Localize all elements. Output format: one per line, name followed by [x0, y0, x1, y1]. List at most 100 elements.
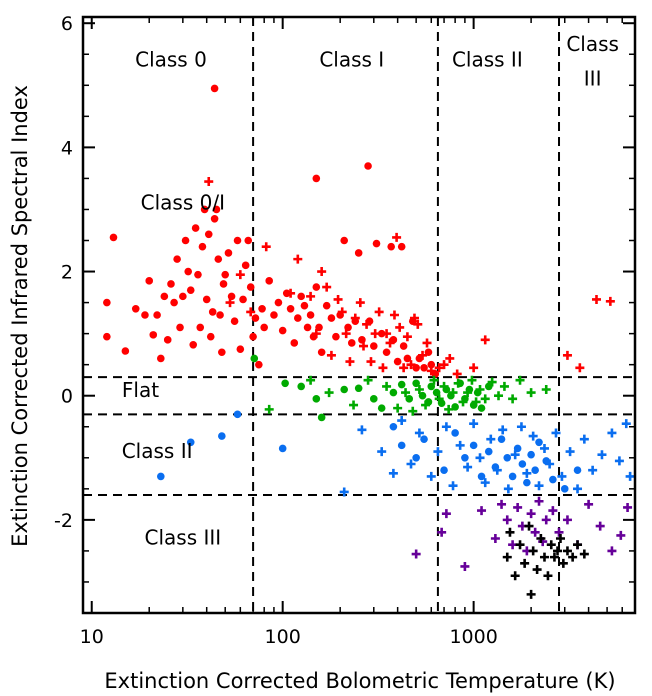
- data-point: [469, 419, 479, 429]
- data-point: [202, 295, 211, 304]
- data-point: [181, 236, 190, 245]
- data-point: [591, 294, 601, 304]
- data-point: [196, 323, 205, 332]
- data-point: [584, 499, 594, 509]
- x-axis-title: Extinction Corrected Bolometric Temperat…: [104, 669, 615, 693]
- region-divider-lines: [83, 17, 635, 613]
- x-tick-label: 100: [265, 626, 301, 648]
- data-point: [389, 310, 399, 320]
- data-point: [573, 540, 583, 550]
- data-point: [397, 242, 406, 251]
- data-point: [403, 354, 412, 363]
- data-point: [246, 307, 256, 317]
- data-point: [278, 326, 287, 335]
- data-point: [176, 323, 184, 332]
- region-label: Class 0: [135, 48, 207, 72]
- data-point: [518, 460, 527, 468]
- data-point: [523, 478, 531, 487]
- data-point: [393, 403, 403, 413]
- data-point: [337, 307, 347, 317]
- data-point: [221, 270, 230, 279]
- data-point: [160, 292, 169, 301]
- data-point: [477, 404, 486, 412]
- data-point: [306, 311, 315, 319]
- data-point: [508, 472, 517, 481]
- data-point: [186, 438, 195, 447]
- data-point: [103, 298, 111, 307]
- data-point: [539, 552, 549, 562]
- data-point: [157, 354, 165, 363]
- data-point: [510, 571, 520, 581]
- data-point: [502, 552, 512, 562]
- data-point: [378, 363, 388, 373]
- data-point: [270, 311, 278, 319]
- data-point: [526, 589, 536, 599]
- data-point: [528, 546, 538, 556]
- data-point: [355, 298, 365, 308]
- data-point: [401, 388, 411, 398]
- data-point: [562, 546, 572, 556]
- data-point: [453, 378, 463, 388]
- data-point: [445, 353, 455, 363]
- data-point: [385, 338, 395, 348]
- data-point: [191, 224, 200, 232]
- data-point: [399, 363, 409, 373]
- data-point: [545, 459, 555, 469]
- data-point: [614, 456, 624, 466]
- data-point: [412, 379, 420, 388]
- y-tick-label: 4: [61, 137, 73, 159]
- data-point: [290, 339, 299, 347]
- data-point: [255, 360, 263, 369]
- data-point: [553, 546, 563, 556]
- data-point: [411, 549, 421, 559]
- data-point: [422, 338, 432, 348]
- data-point: [441, 422, 451, 432]
- data-point: [370, 329, 380, 339]
- data-point: [480, 394, 490, 404]
- data-point: [189, 341, 198, 349]
- region-label: Flat: [122, 378, 159, 402]
- data-point: [444, 404, 454, 414]
- data-point: [406, 459, 416, 469]
- data-point: [167, 280, 175, 288]
- data-point: [535, 438, 543, 447]
- data-point: [555, 534, 565, 543]
- data-point: [548, 506, 558, 516]
- data-point: [503, 484, 513, 494]
- data-point: [433, 447, 443, 457]
- data-point: [441, 509, 451, 519]
- data-point: [467, 375, 477, 385]
- data-point: [141, 311, 149, 319]
- data-point: [492, 465, 502, 475]
- data-point: [458, 397, 468, 407]
- region-label: Class II: [452, 48, 523, 72]
- data-point: [206, 332, 215, 341]
- data-point: [579, 434, 589, 444]
- data-point: [377, 404, 386, 412]
- data-point: [568, 552, 578, 562]
- data-point: [475, 385, 485, 394]
- data-point: [236, 345, 245, 353]
- y-tick-label: 6: [61, 13, 73, 35]
- data-point: [397, 441, 406, 450]
- data-point: [531, 466, 539, 475]
- data-point: [412, 453, 420, 462]
- data-point: [382, 381, 392, 391]
- data-point: [597, 450, 607, 460]
- data-point: [233, 410, 242, 419]
- data-point: [103, 332, 111, 341]
- data-point: [131, 304, 140, 313]
- data-point: [281, 379, 289, 388]
- data-point: [244, 236, 253, 245]
- data-point: [421, 400, 431, 410]
- data-point: [494, 391, 504, 401]
- data-point: [497, 435, 506, 443]
- data-point: [204, 177, 214, 187]
- data-point: [374, 307, 384, 317]
- data-point: [434, 363, 444, 373]
- data-point: [532, 565, 542, 575]
- data-point: [490, 534, 500, 543]
- data-point: [212, 205, 221, 214]
- data-point: [218, 432, 226, 440]
